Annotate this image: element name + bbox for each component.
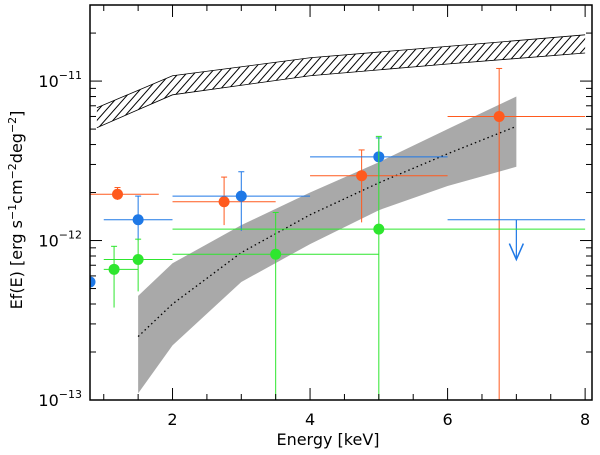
y-axis-title-sup3: −2: [6, 117, 19, 133]
hatch-line: [502, 0, 600, 160]
hatch-line: [574, 0, 600, 160]
y-tick-label-base: 10: [38, 72, 58, 91]
y-axis-title-mid2: deg: [7, 133, 26, 163]
green-point-1: [133, 254, 144, 265]
hatch-line: [134, 0, 284, 160]
hatch-line: [566, 0, 600, 160]
x-tick-label: 6: [442, 410, 452, 429]
hatch-line: [62, 0, 212, 160]
y-axis-title-mid1: cm: [7, 179, 26, 203]
x-tick-label: 4: [305, 410, 315, 429]
orange-point-3: [494, 111, 505, 122]
hatch-line: [294, 0, 444, 160]
hatch-line: [278, 0, 428, 160]
hatch-line: [558, 0, 600, 160]
green-point-0: [109, 264, 120, 275]
y-tick-label: 10−11: [38, 69, 82, 91]
model-band-layer: [138, 97, 516, 394]
model-band: [138, 97, 516, 394]
x-tick-label: 8: [580, 410, 590, 429]
hatch-line: [126, 0, 276, 160]
orange-point-2: [356, 170, 367, 181]
hatch-line: [86, 0, 236, 160]
energy-flux-chart: 2 4 6 810−1310−1210−11 Energy [keV] Ef(E) […: [0, 0, 600, 455]
hatch-line: [534, 0, 600, 160]
hatch-line: [78, 0, 228, 160]
blue-point-0: [133, 214, 144, 225]
y-tick-label-base: 10: [38, 232, 58, 251]
hatch-line: [118, 0, 268, 160]
hatch-line: [94, 0, 244, 160]
y-tick-label-exponent: −11: [59, 69, 82, 82]
y-tick-label-exponent: −12: [59, 229, 82, 242]
y-tick-label: 10−12: [38, 229, 82, 251]
y-axis-title-post: ]: [7, 111, 26, 117]
hatch-line: [262, 0, 412, 160]
y-axis-title: Ef(E) [erg s−1cm−2deg−2]: [6, 111, 26, 310]
y-axis-title-sup2: −2: [6, 163, 19, 179]
orange-point-1: [219, 196, 230, 207]
y-axis-title-pre: Ef(E) [erg s: [7, 220, 26, 309]
y-axis-title-sup1: −1: [6, 204, 19, 220]
hatch-line: [286, 0, 436, 160]
hatch-line: [102, 0, 252, 160]
blue-point-1: [236, 191, 247, 202]
hatch-line: [526, 0, 600, 160]
green-point-3: [373, 224, 384, 235]
hatch-line: [510, 0, 600, 160]
y-tick-label-exponent: −13: [59, 388, 82, 401]
hatch-line: [270, 0, 420, 160]
hatch-line: [518, 0, 600, 160]
x-tick-label: 2: [167, 410, 177, 429]
orange-point-0: [112, 189, 123, 200]
green-point-2: [270, 249, 281, 260]
hatch-line: [582, 0, 600, 160]
y-tick-label: 10−13: [38, 388, 82, 410]
hatch-line: [110, 0, 260, 160]
hatch-line: [70, 0, 220, 160]
y-tick-label-base: 10: [38, 391, 58, 410]
x-axis-title: Energy [keV]: [276, 430, 379, 449]
hatched-band-upper-edge: [97, 35, 585, 108]
